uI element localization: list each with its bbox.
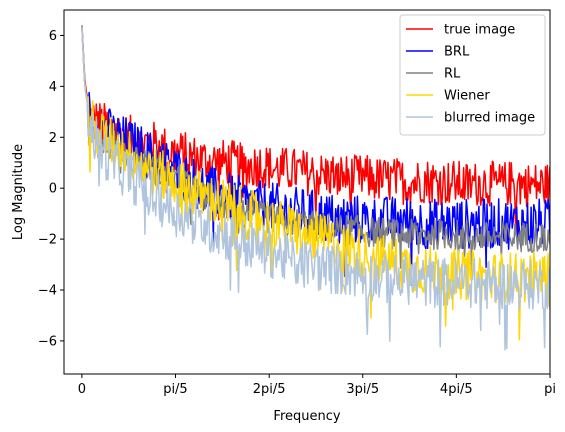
y-tick-label: 4 [49, 80, 57, 95]
legend-label: blurred image [444, 111, 535, 126]
y-axis: −6 −4 −2 0 2 4 6 [38, 29, 64, 349]
x-tick-label: 4pi/5 [440, 382, 473, 397]
x-axis-label: Frequency [273, 409, 340, 424]
y-tick-label: 2 [49, 131, 57, 146]
y-tick-label: 0 [49, 182, 57, 197]
legend-frame [399, 14, 546, 136]
x-tick-label: 0 [78, 382, 86, 397]
legend-label: BRL [444, 45, 470, 60]
legend: true image BRL RL Wiener blurred image [399, 14, 546, 136]
y-tick-label: −4 [38, 284, 57, 299]
y-tick-label: −6 [38, 334, 57, 349]
x-tick-label: pi/5 [163, 382, 188, 397]
series-layer [81, 25, 550, 351]
x-tick-label: 3pi/5 [346, 382, 379, 397]
y-tick-label: −2 [38, 233, 57, 248]
series-line-blurred-image [81, 25, 550, 351]
x-tick-label: pi [544, 382, 556, 397]
y-axis-label: Log Magnitude [11, 144, 26, 240]
x-tick-label: 2pi/5 [253, 382, 286, 397]
y-tick-label: 6 [49, 29, 57, 44]
legend-label: true image [444, 23, 515, 38]
series-line-wiener [81, 27, 550, 341]
legend-label: Wiener [444, 89, 490, 104]
x-axis: 0 pi/5 2pi/5 3pi/5 4pi/5 pi [78, 374, 556, 397]
legend-label: RL [444, 67, 461, 82]
plot-area-frame [63, 9, 551, 375]
